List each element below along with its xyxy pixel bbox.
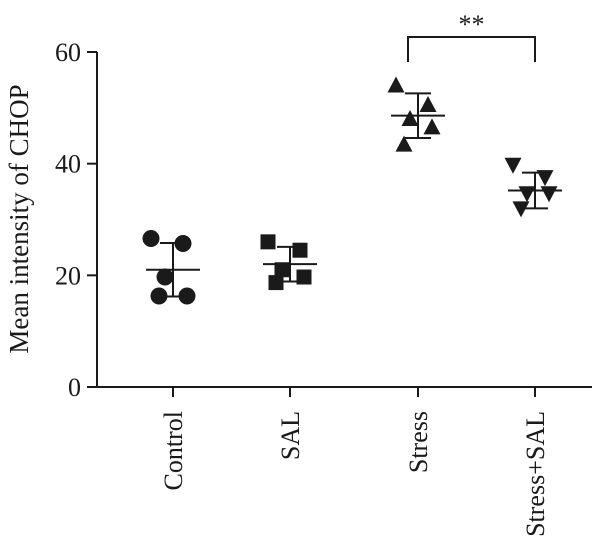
- significance-label: **: [459, 10, 485, 39]
- y-axis: 0 20 40 60: [55, 38, 98, 402]
- series-sal: [260, 234, 317, 291]
- x-tick-label: Stress+SAL: [521, 411, 550, 537]
- series-stress-sal: [504, 157, 562, 218]
- data-point-triangle-down: [518, 186, 536, 203]
- y-tick-label: 40: [55, 150, 81, 179]
- x-tick-label: Stress: [404, 411, 433, 473]
- annotations: **: [407, 10, 536, 62]
- data-point-triangle-up: [423, 118, 441, 135]
- data-point-square: [268, 275, 284, 291]
- x-axis: Control SAL Stress Stress+SAL: [97, 386, 592, 537]
- data-point-triangle-up: [419, 96, 437, 113]
- data-series: [142, 76, 562, 305]
- significance-bracket: **: [407, 10, 536, 62]
- y-tick-label: 0: [68, 373, 81, 402]
- series-control: [142, 229, 200, 305]
- data-point-triangle-up: [387, 76, 405, 93]
- data-point-circle: [142, 229, 160, 247]
- data-point-circle: [178, 287, 196, 305]
- data-point-triangle-down: [512, 201, 530, 218]
- data-point-circle: [174, 235, 192, 253]
- data-point-square: [292, 242, 308, 258]
- data-point-circle: [150, 287, 168, 305]
- series-stress: [387, 76, 445, 152]
- data-point-square: [260, 234, 276, 250]
- data-point-triangle-down: [536, 170, 554, 187]
- data-point-square: [296, 269, 312, 285]
- data-point-triangle-down: [504, 157, 522, 174]
- bracket-line: [407, 36, 536, 62]
- data-point-triangle-up: [401, 110, 419, 126]
- data-point-triangle-down: [540, 186, 558, 203]
- x-tick-label: SAL: [276, 411, 305, 460]
- y-axis-label: Mean intensity of CHOP: [4, 84, 34, 353]
- data-point-square: [274, 262, 290, 278]
- y-tick-label: 60: [55, 38, 81, 67]
- data-point-triangle-up: [395, 135, 413, 152]
- y-tick-label: 20: [55, 261, 81, 290]
- x-tick-label: Control: [159, 411, 188, 490]
- data-point-circle: [156, 268, 174, 286]
